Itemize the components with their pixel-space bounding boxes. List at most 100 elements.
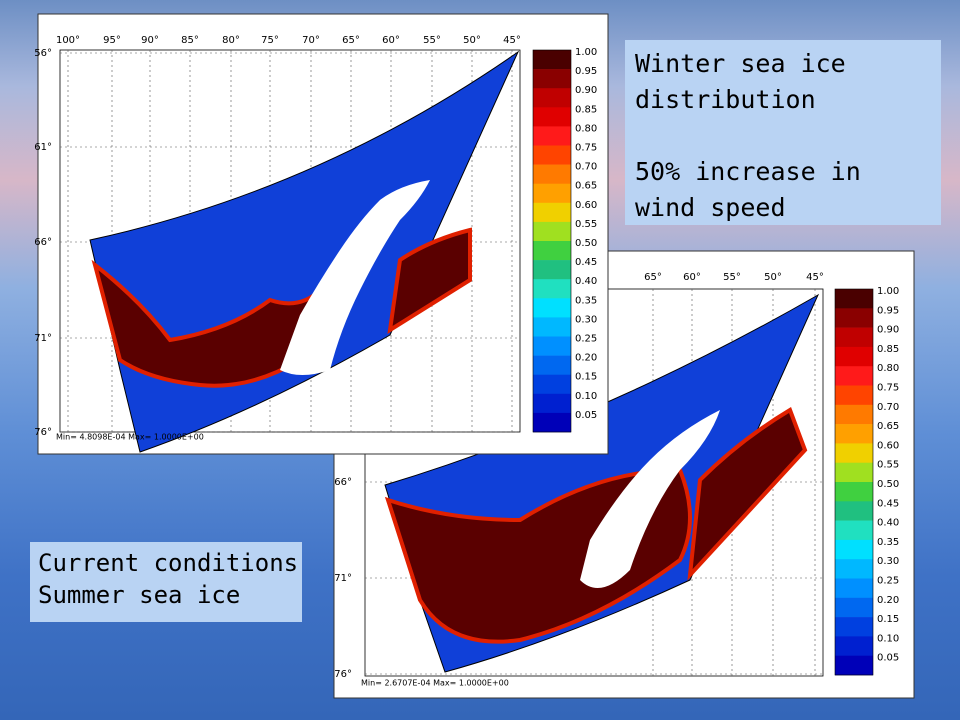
colorbar-label: 0.20 bbox=[877, 595, 899, 606]
lon-label: 90° bbox=[141, 35, 159, 46]
colorbar-swatch bbox=[533, 69, 571, 89]
colorbar-swatch bbox=[533, 202, 571, 223]
colorbar-label: 0.65 bbox=[575, 181, 597, 192]
colorbar-label: 1.00 bbox=[877, 286, 899, 297]
colorbar-border bbox=[532, 49, 572, 433]
colorbar-label: 0.75 bbox=[575, 143, 597, 154]
colorbar-label: 0.45 bbox=[575, 257, 597, 268]
colorbar-swatch bbox=[533, 221, 571, 242]
colorbar-swatch bbox=[533, 50, 571, 70]
colorbar-label: 0.40 bbox=[575, 276, 597, 287]
colorbar-label: 0.15 bbox=[575, 372, 597, 383]
lon-label: 50° bbox=[764, 272, 782, 283]
colorbar-label: 0.05 bbox=[877, 653, 899, 664]
lon-label: 75° bbox=[261, 35, 279, 46]
colorbar-swatch bbox=[533, 298, 571, 318]
lon-label: 85° bbox=[181, 35, 199, 46]
lon-label: 100° bbox=[56, 35, 80, 46]
colorbar-label: 0.15 bbox=[877, 614, 899, 625]
colorbar-label: 0.20 bbox=[575, 353, 597, 364]
colorbar-swatch bbox=[835, 520, 873, 541]
colorbar-label: 1.00 bbox=[575, 47, 597, 58]
colorbar-swatch bbox=[835, 501, 873, 521]
lat-label: 61° bbox=[34, 142, 52, 153]
colorbar-label: 0.35 bbox=[877, 537, 899, 548]
callout-line: Winter sea ice distribution bbox=[635, 49, 846, 114]
lon-label: 55° bbox=[423, 35, 441, 46]
lon-label: 95° bbox=[103, 35, 121, 46]
colorbar-swatch bbox=[835, 462, 873, 483]
colorbar-label: 0.40 bbox=[877, 518, 899, 529]
colorbar-swatch bbox=[533, 107, 571, 127]
lat-label: 76° bbox=[34, 427, 52, 438]
colorbar-label: 0.95 bbox=[877, 305, 899, 316]
colorbar-label: 0.30 bbox=[575, 314, 597, 325]
colorbar-swatch bbox=[533, 336, 571, 356]
high-concentration bbox=[387, 227, 472, 334]
colorbar-swatch bbox=[533, 355, 571, 375]
colorbar-swatch bbox=[835, 289, 873, 309]
colorbar-label: 0.50 bbox=[877, 479, 899, 490]
lon-label: 55° bbox=[723, 272, 741, 283]
map-panel: 100° 95° 90° 85° 80° 75° 70° 65° 60° 55° 50° 45° 56°… bbox=[34, 13, 609, 455]
colorbar-swatch bbox=[533, 241, 571, 261]
colorbar-swatch bbox=[533, 145, 571, 165]
callout-line: 50% increase in wind speed bbox=[635, 157, 861, 222]
colorbar-label: 0.60 bbox=[877, 440, 899, 451]
colorbar-swatch bbox=[533, 317, 571, 337]
map-panel: 65° 60° 55° 50° 45° 66° 71° 76° 1.00 0.95 0.90 0.85… bbox=[333, 250, 915, 699]
colorbar-swatch bbox=[533, 164, 571, 184]
callout-line: Current conditions bbox=[38, 549, 299, 577]
colorbar-swatch bbox=[835, 482, 873, 502]
lat-label: 66° bbox=[334, 477, 352, 488]
colorbar-border bbox=[834, 288, 874, 676]
colorbar-swatch bbox=[533, 374, 571, 395]
lon-label: 70° bbox=[302, 35, 320, 46]
colorbar-label: 0.55 bbox=[877, 460, 899, 471]
colorbar-swatch bbox=[835, 385, 873, 406]
colorbar-label: 0.80 bbox=[877, 363, 899, 374]
colorbar-label: 0.10 bbox=[575, 391, 597, 402]
land bbox=[580, 410, 720, 588]
colorbar-label: 0.50 bbox=[575, 238, 597, 249]
colorbar-swatch bbox=[533, 393, 571, 414]
colorbar-label: 0.85 bbox=[877, 344, 899, 355]
colorbar-swatch bbox=[835, 617, 873, 637]
colorbar-label: 0.55 bbox=[575, 219, 597, 230]
colorbar-swatch bbox=[835, 308, 873, 328]
colorbar-label: 0.75 bbox=[877, 383, 899, 394]
min-max-note: Min= 4.8098E-04 Max= 1.0000E+00 bbox=[56, 433, 204, 442]
colorbar-swatch bbox=[835, 443, 873, 463]
colorbar-label: 0.35 bbox=[575, 295, 597, 306]
colorbar-label: 0.90 bbox=[575, 85, 597, 96]
min-max-note: Min= 2.6707E-04 Max= 1.0000E+00 bbox=[361, 679, 509, 688]
colorbar-swatch bbox=[835, 404, 873, 425]
colorbar-label: 0.90 bbox=[877, 325, 899, 336]
lon-label: 65° bbox=[342, 35, 360, 46]
colorbar-label: 0.85 bbox=[575, 104, 597, 115]
lon-label: 45° bbox=[806, 272, 824, 283]
winter-callout: Winter sea ice distribution 50% increase… bbox=[625, 40, 941, 225]
colorbar-swatch bbox=[835, 539, 873, 560]
lon-label: 50° bbox=[463, 35, 481, 46]
colorbar-label: 0.30 bbox=[877, 556, 899, 567]
colorbar-label: 0.65 bbox=[877, 421, 899, 432]
colorbar-swatch bbox=[835, 597, 873, 618]
colorbar-swatch bbox=[533, 412, 571, 433]
lon-label: 65° bbox=[644, 272, 662, 283]
colorbar-swatch bbox=[835, 346, 873, 367]
land bbox=[280, 180, 430, 375]
colorbar-swatch bbox=[835, 559, 873, 579]
lat-label: 76° bbox=[334, 669, 352, 680]
colorbar-label: 0.80 bbox=[575, 123, 597, 134]
colorbar-label: 0.95 bbox=[575, 66, 597, 77]
colorbar-label: 0.70 bbox=[877, 402, 899, 413]
colorbar-label: 0.05 bbox=[575, 410, 597, 421]
lon-label: 80° bbox=[222, 35, 240, 46]
colorbar-swatch bbox=[533, 183, 571, 204]
lat-label: 71° bbox=[34, 333, 52, 344]
colorbar-swatch bbox=[533, 260, 571, 280]
colorbar-label: 0.70 bbox=[575, 162, 597, 173]
colorbar-label: 0.60 bbox=[575, 200, 597, 211]
